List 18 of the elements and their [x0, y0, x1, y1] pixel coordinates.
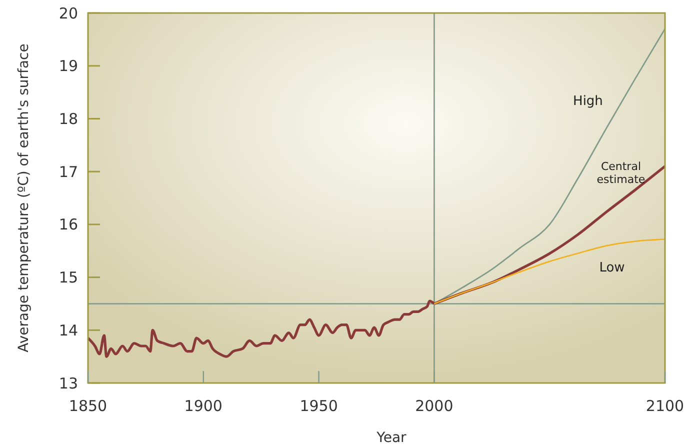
- y-tick-label: 17: [58, 162, 78, 181]
- y-tick-label: 15: [58, 268, 78, 287]
- x-tick-label: 2000: [415, 397, 454, 415]
- series-label: High: [573, 94, 603, 110]
- series-label: Central estimate: [596, 160, 646, 186]
- x-axis-title: Year: [376, 430, 407, 446]
- x-tick-label: 1950: [300, 397, 338, 415]
- x-tick-label: 2100: [646, 397, 684, 415]
- y-tick-label: 20: [58, 4, 78, 22]
- series-label: Low: [599, 260, 626, 276]
- y-tick-label: 18: [58, 110, 78, 128]
- y-tick-label: 13: [58, 374, 78, 392]
- y-tick-label: 16: [58, 216, 78, 234]
- y-tick-label: 14: [58, 321, 78, 340]
- y-tick-label: 19: [58, 57, 78, 76]
- x-tick-label: 1900: [184, 397, 222, 415]
- x-tick-label: 1850: [68, 397, 108, 415]
- y-axis-title: Average temperature (ºC) of earth's surface: [16, 44, 32, 352]
